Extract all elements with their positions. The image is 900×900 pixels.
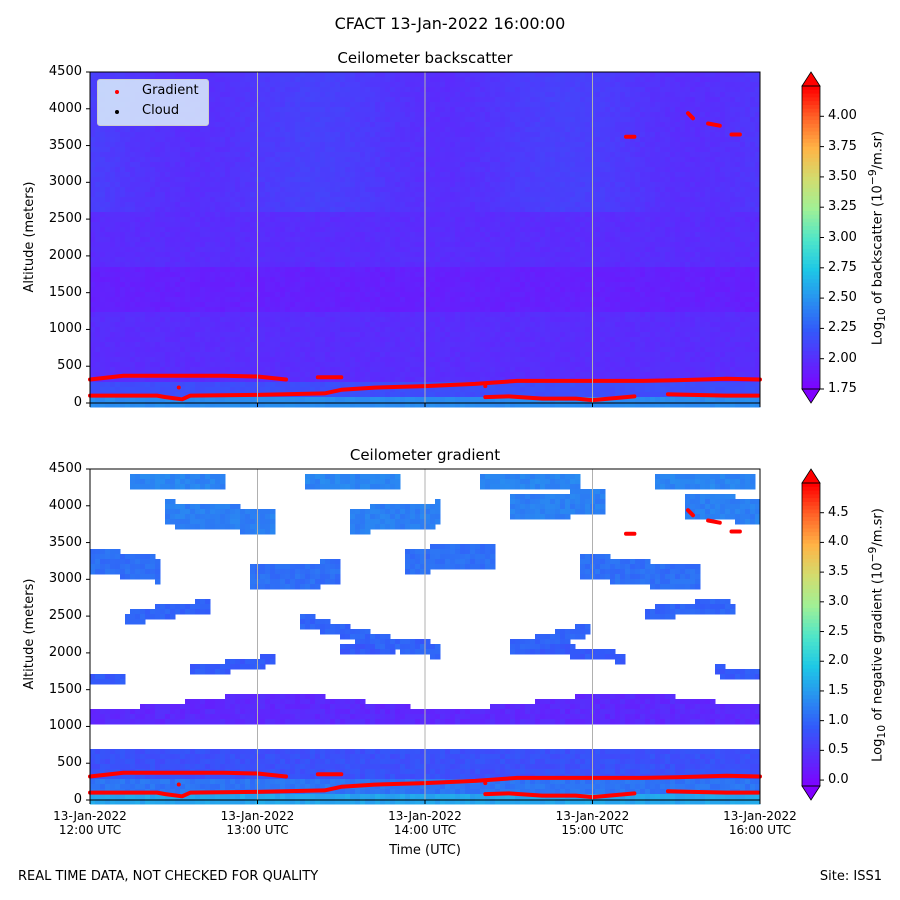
bottom-y-axis-label: Altitude (meters) [22,578,37,690]
colorbar-tick-label: 3.00 [828,229,857,245]
y-tick-label: 500 [57,755,82,771]
y-tick-label: 4000 [48,100,82,116]
y-tick-label: 0 [73,792,82,807]
gradient-line-surface-segment [665,789,761,795]
colorbar-tick-label: 3.5 [828,564,849,580]
y-tick-label: 1500 [48,681,82,697]
gradient-line-surface [483,394,637,403]
figure-title: CFACT 13-Jan-2022 16:00:00 [334,14,566,33]
colorbar-tick-label: 3.0 [828,593,849,609]
y-tick-label: 3500 [48,137,82,153]
y-tick-label: 500 [57,358,82,374]
y-tick-label: 1000 [48,718,82,734]
gradient-line-high [686,508,695,518]
y-tick-label: 3500 [48,534,82,550]
colorbar-tick-label: 0.0 [828,772,849,788]
legend-label: Cloud [142,103,180,118]
colorbar-frame [801,482,821,787]
gradient-line-high [686,111,695,121]
bottom-colorbar [801,468,821,801]
colorbar-tick-label: 3.50 [828,168,857,184]
gradient-line-surface-segment [665,392,761,398]
gradient-point [176,782,181,787]
colorbar-tick-label: 2.00 [828,350,857,366]
x-tick-label: 13-Jan-2022 16:00 UTC [723,809,797,837]
legend-label: Gradient [142,83,199,98]
y-tick-label: 1000 [48,321,82,337]
colorbar-tick-label: 3.75 [828,138,857,154]
gradient-marker-icon [115,90,119,94]
y-tick-label: 3000 [48,571,82,587]
colorbar-extend-max [801,71,821,87]
y-tick-label: 0 [73,395,82,410]
colorbar-extend-max [801,468,821,484]
cloud-marker-icon [115,110,119,114]
gradient-line-upper [88,373,288,382]
y-tick-label: 4500 [48,64,82,79]
y-tick-label: 3000 [48,174,82,190]
colorbar-extend-min [801,388,821,404]
x-tick-label: 13-Jan-2022 15:00 UTC [555,809,630,837]
gradient-line-high [706,121,722,128]
bottom-colorbar-label: Log10 of negative gradient (10−9/m.sr) [866,508,888,762]
gradient-line-lower [88,773,762,799]
gradient-line-surface [483,791,637,800]
colorbar-tick-label: 2.5 [828,623,849,639]
y-tick-label: 4000 [48,497,82,513]
colorbar-tick-label: 2.50 [828,290,857,306]
footer-site: Site: ISS1 [819,869,882,884]
y-tick-label: 2000 [48,247,82,263]
gradient-point [483,384,488,389]
gradient-point [176,385,181,390]
colorbar-tick-label: 1.5 [828,682,849,698]
colorbar-tick-label: 1.0 [828,712,849,728]
top-colorbar-label: Log10 of backscatter (10−9/m.sr) [866,130,888,346]
x-tick-label: 13-Jan-2022 14:00 UTC [388,809,462,837]
colorbar-tick-label: 1.75 [828,381,857,396]
bottom-panel-title: Ceilometer gradient [349,446,501,464]
top-y-axis-label: Altitude (meters) [22,181,37,293]
colorbar-tick-label: 2.75 [828,259,857,275]
colorbar-tick-label: 4.5 [828,504,849,520]
colorbar-extend-min [801,785,821,801]
x-tick-label: 13-Jan-2022 13:00 UTC [220,809,295,837]
y-tick-label: 2000 [48,644,82,660]
y-tick-label: 2500 [48,608,82,624]
y-tick-label: 2500 [48,211,82,227]
top-panel-title: Ceilometer backscatter [337,49,513,67]
gradient-line-upper [88,770,288,779]
gradient-line-lower [88,376,762,402]
colorbar-tick-label: 0.5 [828,742,849,758]
gradient-line-high [706,518,722,525]
legend-item-cloud: Cloud [98,102,208,122]
top-colorbar [801,71,821,404]
x-tick-label: 13-Jan-2022 12:00 UTC [53,809,127,837]
y-tick-label: 1500 [48,284,82,300]
colorbar-tick-label: 2.0 [828,653,849,669]
x-axis-label: Time (UTC) [389,843,461,858]
gradient-point [483,781,488,786]
y-tick-label: 4500 [48,461,82,476]
colorbar-tick-label: 4.00 [828,108,857,124]
colorbar-tick-label: 4.0 [828,534,849,550]
footer-disclaimer: REAL TIME DATA, NOT CHECKED FOR QUALITY [18,869,319,884]
colorbar-tick-label: 3.25 [828,199,857,215]
legend-item-gradient: Gradient [98,82,208,102]
legend: Gradient Cloud [97,79,209,126]
colorbar-tick-label: 2.25 [828,320,857,336]
